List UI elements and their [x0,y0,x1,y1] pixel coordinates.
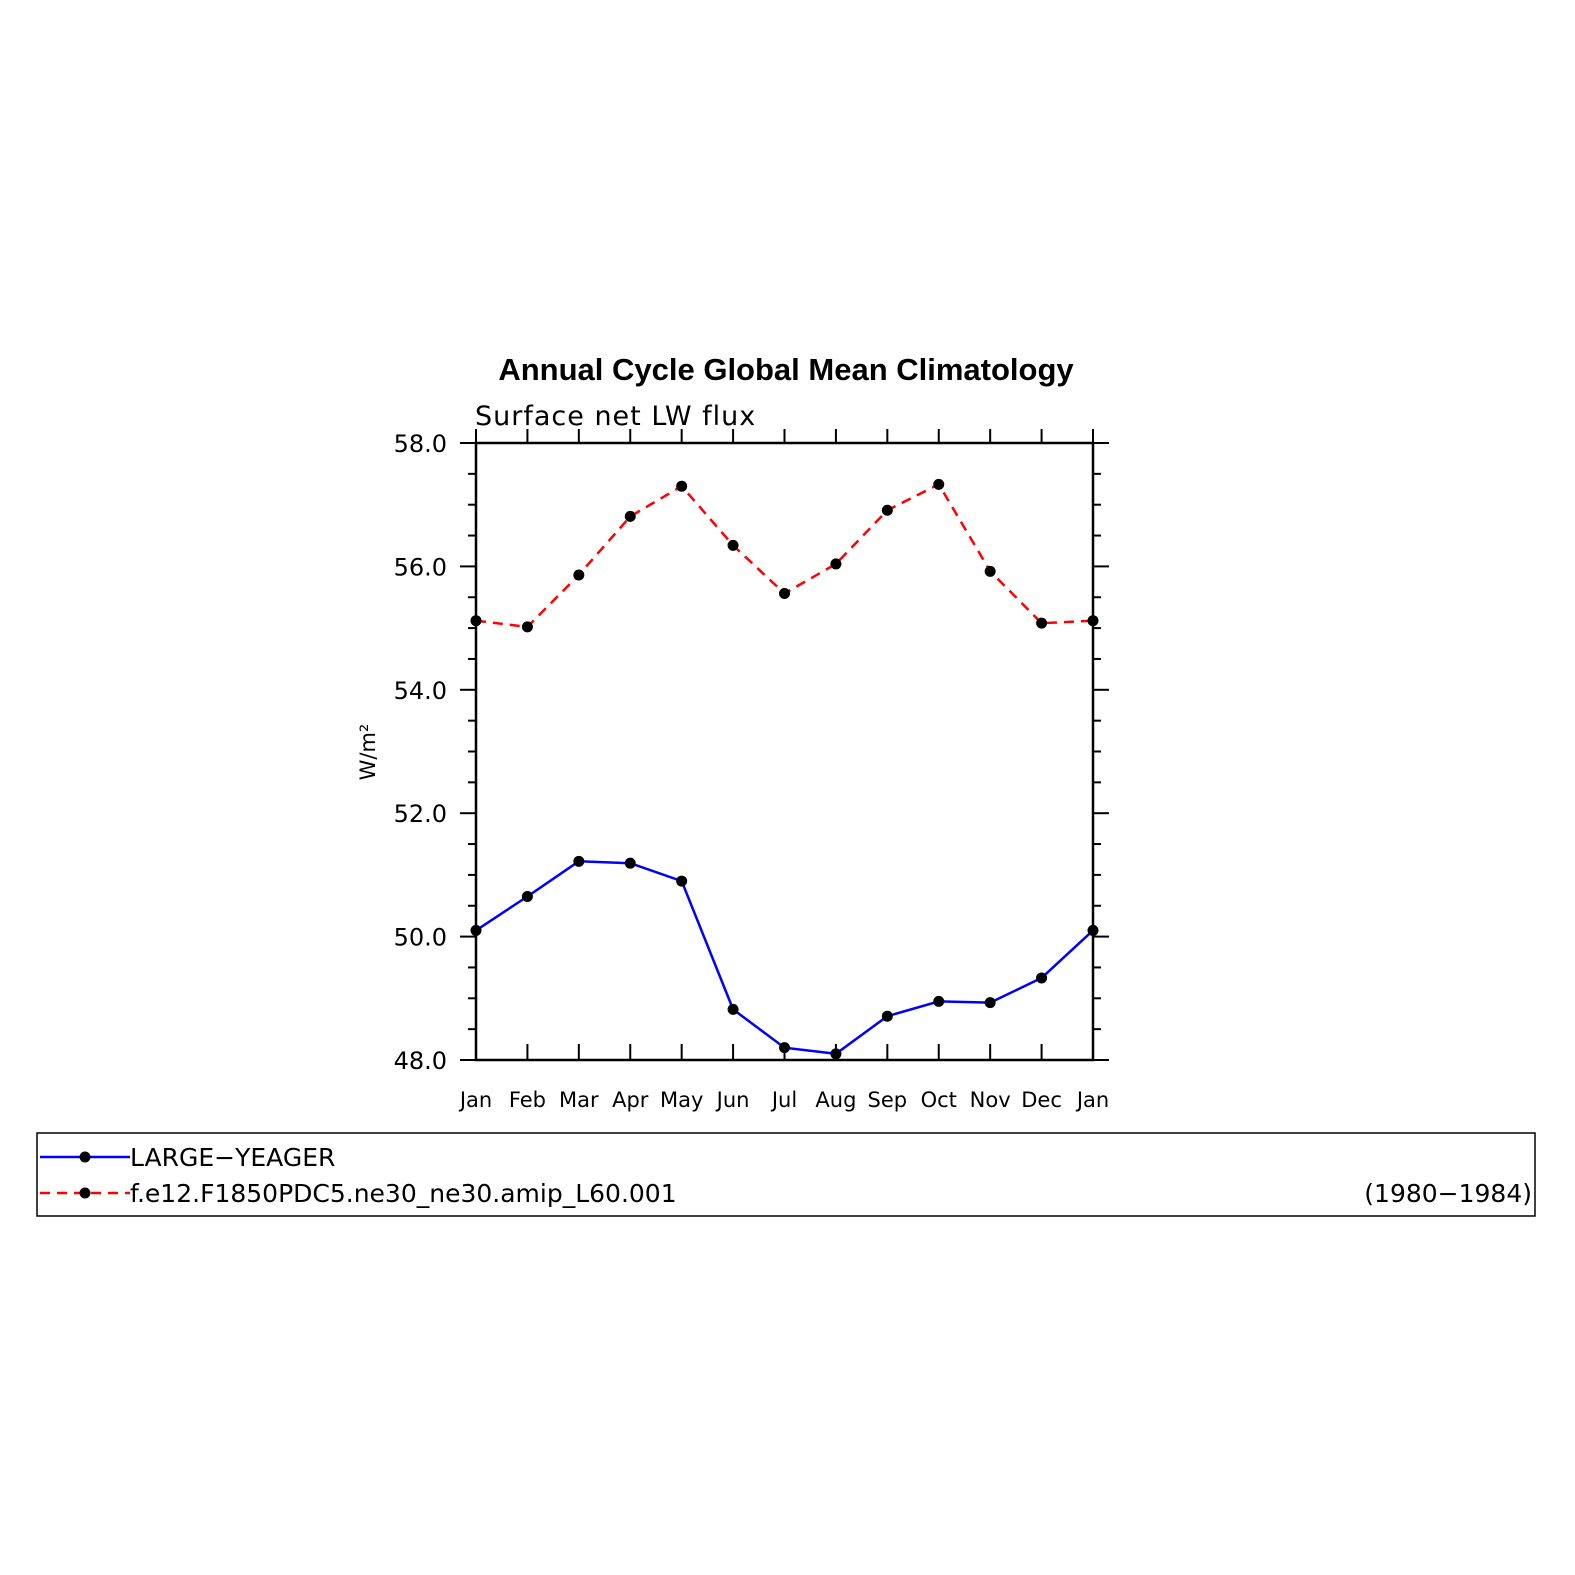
series-0-point [830,1048,842,1060]
y-tick-label: 56.0 [394,553,447,581]
series-1-point [727,539,739,551]
y-tick-label: 52.0 [394,800,447,828]
plot-frame [474,441,1095,1062]
legend-label-large-yeager: LARGE−YEAGER [130,1143,335,1172]
series-0-point [1087,924,1099,936]
x-tick-label: Jan [458,1088,492,1112]
y-tick-label: 50.0 [394,924,447,952]
series-1-point [779,588,790,600]
y-ticks: 48.0 50.0 52.0 54.0 56.0 58.0 [394,430,1109,1075]
chart-title: Annual Cycle Global Mean Climatology [498,352,1074,387]
series-0-point [984,997,996,1009]
series-0-point [727,1003,739,1015]
series-1-point [933,478,945,490]
series-0-point [933,995,945,1007]
chart-subtitle: Surface net LW flux [475,401,756,432]
x-tick-label: Nov [970,1088,1011,1112]
y-tick-label: 58.0 [394,430,447,458]
series-0-point [676,875,688,887]
legend-period-note: (1980−1984) [1364,1179,1532,1208]
series-0-point [573,855,585,867]
x-tick-label: May [660,1088,703,1112]
series-1-point [881,504,893,516]
x-tick-label: Aug [815,1088,856,1112]
axes [474,441,1095,1062]
series-1-point [1036,617,1048,629]
x-tick-label: Feb [509,1088,546,1112]
series-0-point [881,1010,893,1022]
x-tick-label: Jul [770,1088,797,1112]
series-0-point [521,890,533,902]
legend-box [36,1132,1536,1217]
series-1-point [624,510,636,522]
y-tick-label: 54.0 [394,677,447,705]
x-tick-label: Dec [1021,1088,1062,1112]
series-1-point [676,480,688,492]
legend: LARGE−YEAGER f.e12.F1850PDC5.ne30_ne30.a… [36,1132,1536,1217]
series-1-point [521,621,533,633]
x-tick-label: Jun [715,1088,750,1112]
series-1-point [984,565,996,577]
x-tick-label: Mar [559,1088,599,1112]
series-layer [470,478,1099,1060]
series-1-point [1087,615,1099,627]
legend-marker-large-yeager [79,1151,91,1163]
legend-marker-model [79,1187,91,1199]
series-1-point [470,615,482,627]
y-tick-label: 48.0 [394,1047,447,1075]
series-line-1 [475,482,1094,629]
series-1-point [573,569,585,581]
x-tick-label: Apr [612,1088,649,1112]
x-tick-label: Sep [868,1088,908,1112]
legend-label-model: f.e12.F1850PDC5.ne30_ne30.amip_L60.001 [130,1179,677,1208]
x-tick-label: Oct [921,1088,957,1112]
series-0-point [470,924,482,936]
x-ticks: Jan Feb Mar Apr May Jun Jul Aug Sep Oct Nov Dec Jan [458,429,1109,1112]
x-tick-label: Jan [1075,1088,1109,1112]
series-0-point [779,1042,790,1054]
y-axis-label: W/m² [356,724,380,781]
series-line-0 [475,860,1094,1056]
series-0-point [624,857,636,869]
series-0-point [1036,972,1048,984]
series-1-point [830,558,842,570]
